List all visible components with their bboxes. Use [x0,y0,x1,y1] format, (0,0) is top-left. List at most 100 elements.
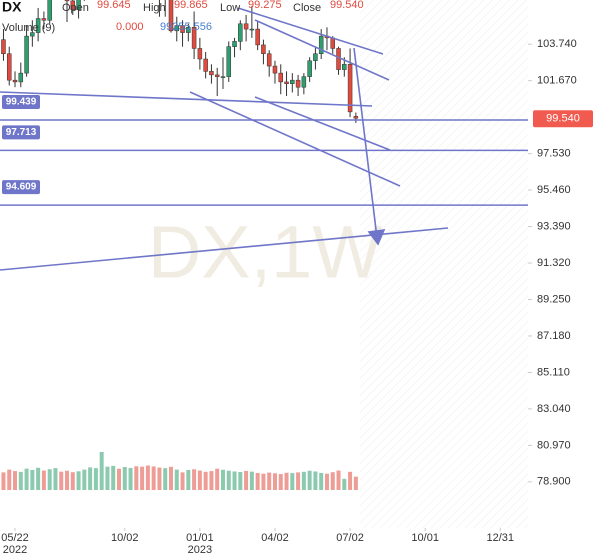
volume-bar [261,473,266,490]
candle-body [168,0,174,32]
volume-bar [140,466,145,490]
candle-body [290,79,295,84]
volume-bar [301,471,306,490]
volume-bar [93,468,98,490]
volume-bar [267,472,272,490]
candle-body [203,58,208,72]
volume-bar [151,466,156,490]
x-tick-label: 07/02 [336,532,364,544]
close-value: 99.540 [330,0,364,11]
candle-body [232,41,237,47]
volume-bar [296,472,301,490]
symbol: DX [2,0,22,15]
volume-bar [324,473,329,490]
volume-bar [117,468,122,490]
volume-bar [128,467,133,490]
candle-body [301,76,307,88]
candle-body [180,25,185,33]
candle-body [313,53,318,62]
candle-body [174,25,180,32]
level-label-box [2,125,40,140]
volume-bar [272,473,277,490]
y-tick-label: 89.250 [537,293,571,305]
y-tick-label: 101.670 [537,75,577,87]
candle-body [307,60,312,77]
close-label: Close [293,2,321,14]
volume-bar [249,471,254,490]
x-tick-label: 12/31 [487,532,515,544]
volume-bar [18,471,23,490]
candle-body [12,79,18,83]
candle-body [266,53,272,67]
candle-body [353,116,359,119]
high-label: High [143,2,166,14]
volume-bar [186,469,191,490]
trendlines [0,7,449,271]
candle-body [284,81,289,84]
volume-bar [157,467,162,490]
candle-body [197,48,203,60]
candle-body [249,28,255,31]
last-price-label: 99.540 [546,113,580,125]
level-label: 99.439 [6,97,37,108]
candle-body [47,0,52,21]
candle-body [1,39,6,54]
volume-bar [180,472,185,490]
volume-bar [353,476,358,490]
candle-body [76,0,81,10]
y-tick-label: 87.180 [537,330,571,342]
candle-body [336,48,341,70]
candle-body [342,64,347,70]
volume-bar [122,467,127,490]
volume-bar [53,468,58,490]
volume-bar [168,466,173,490]
volume-bar [59,471,64,490]
volume-bar [255,472,260,490]
volume-bar [336,470,341,490]
volume-bar [330,472,335,490]
volume-bar [99,452,104,490]
candle-body [70,0,76,10]
low-label: Low [220,2,240,14]
volume-bar [215,468,220,490]
candle-body [226,46,232,77]
volume-bar [342,478,347,490]
candle-body [295,79,301,88]
candle-body [35,18,41,33]
level-label-box [2,180,40,195]
level-label: 94.609 [6,182,37,193]
volume-bar [203,471,208,490]
volume-bar [105,466,110,490]
volume-bar [174,469,179,490]
volume-bar [313,471,318,490]
candle-body [191,27,197,49]
level-label: 97.713 [6,127,37,138]
candle-body [347,64,353,113]
volume-bar [226,470,231,490]
volume-bar [24,468,29,490]
volume-value: 0.000 [116,21,144,33]
candle-body [24,35,29,74]
candle-body [6,53,12,81]
y-tick-label: 80.970 [537,439,571,451]
x-year-label: 2022 [3,544,27,556]
volume-bar [319,472,324,490]
volume-bar [1,472,6,490]
volume-bar [238,472,243,490]
low-value: 99.275 [248,0,282,11]
candle-body [318,35,324,54]
volume-bar [244,470,249,490]
y-tick-label: 103.740 [537,38,577,50]
volume-bar [7,469,12,490]
volume-bar [163,468,168,490]
volume-bar [13,471,18,490]
candle-body [18,72,24,83]
volume-bar [209,471,214,490]
volume-bar [41,470,46,490]
volume-ma: 99255.556 [160,21,212,33]
candle-body [186,27,191,33]
x-tick-label: 10/01 [411,532,439,544]
volume-bar [278,474,283,490]
volume-bar [65,470,70,490]
